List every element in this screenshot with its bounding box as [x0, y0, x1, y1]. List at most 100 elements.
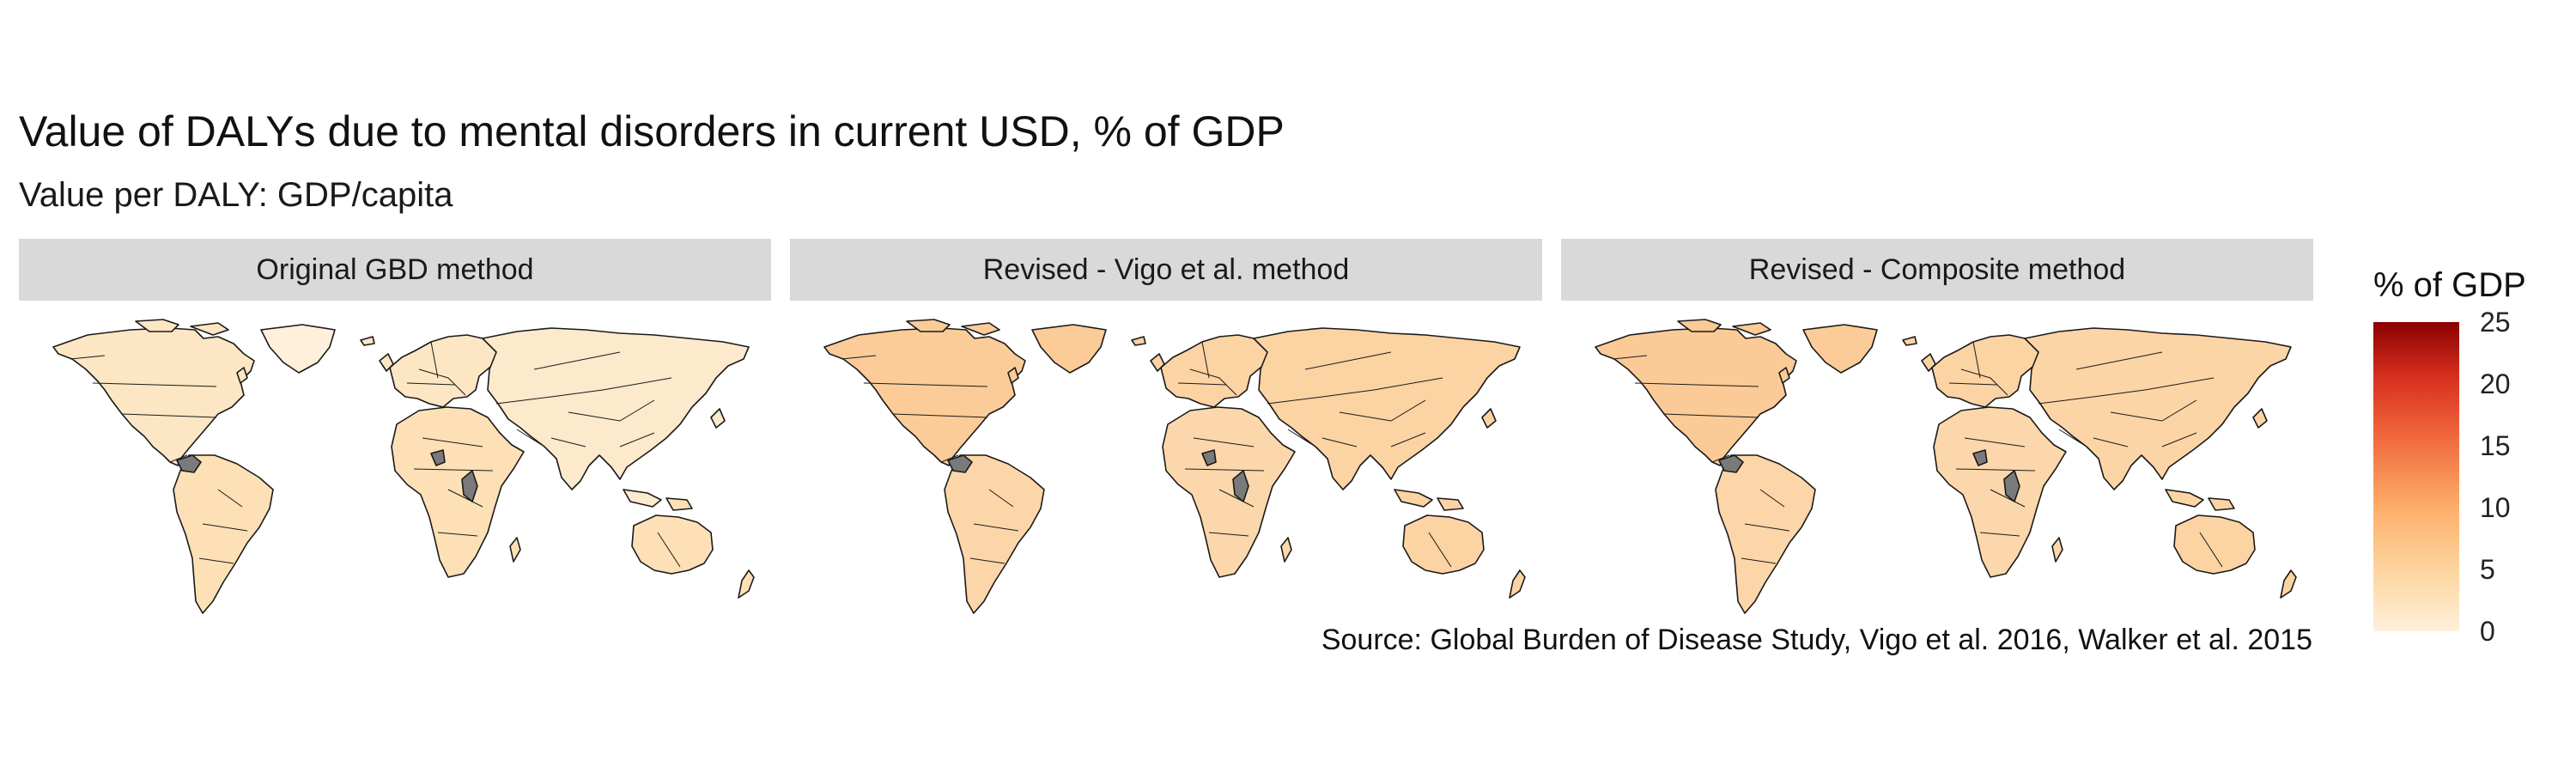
legend-tick-mark [2461, 569, 2473, 570]
country-border [2161, 432, 2197, 447]
country-border [1287, 429, 1316, 447]
country-border [2038, 377, 2215, 405]
country-border [1267, 377, 1443, 405]
region-oceania [1402, 514, 1485, 575]
facet-strip-label: Revised - Composite method [1561, 239, 2313, 301]
region-no-data [1201, 449, 1217, 466]
country-border [892, 413, 988, 418]
country-border [1428, 532, 1452, 568]
region-island [710, 408, 726, 429]
country-border [516, 429, 545, 447]
country-border [568, 399, 655, 422]
region-island [135, 319, 179, 332]
region-island [509, 537, 521, 563]
country-border [1193, 437, 1255, 447]
country-border [169, 454, 188, 463]
region-island [1280, 537, 1292, 563]
country-border [533, 351, 621, 370]
region-island [1131, 336, 1146, 346]
region-island [360, 336, 375, 346]
panel-vigo-method: Revised - Vigo et al. method [790, 239, 1542, 617]
country-border [1184, 468, 1265, 472]
country-border [863, 382, 988, 387]
region-south-america [1715, 454, 1816, 614]
legend-tick-mark [2461, 445, 2473, 447]
country-border [92, 382, 217, 387]
legend-colorbar [2373, 322, 2459, 631]
country-border [973, 523, 1019, 532]
country-border [1304, 351, 1392, 370]
region-island [236, 367, 248, 384]
country-border [619, 432, 655, 447]
region-island [738, 569, 755, 599]
region-no-data [430, 449, 446, 466]
legend-tick-label: 20 [2480, 368, 2511, 399]
country-border [1744, 523, 1790, 532]
region-island [2051, 537, 2063, 563]
country-border [1321, 437, 1358, 447]
country-border [70, 355, 106, 360]
region-europe [1931, 334, 2043, 408]
country-border [1964, 437, 2026, 447]
panel-original-gbd: Original GBD method [19, 239, 771, 617]
region-island [1732, 322, 1771, 336]
region-asia [1253, 327, 1521, 490]
region-island [1677, 319, 1722, 332]
country-border [1208, 532, 1249, 537]
country-border [1218, 489, 1255, 508]
country-border [121, 413, 217, 418]
region-greenland [1031, 324, 1107, 374]
region-island [623, 489, 662, 508]
country-border [1390, 432, 1426, 447]
region-africa [1162, 406, 1296, 578]
region-island [379, 353, 394, 372]
region-north-america [1595, 327, 1797, 466]
region-greenland [1802, 324, 1878, 374]
country-border [198, 557, 234, 564]
region-island [1921, 353, 1936, 372]
source-caption: Source: Global Burden of Disease Study, … [1321, 624, 2312, 656]
region-africa [1933, 406, 2067, 578]
country-border [495, 377, 672, 405]
country-border [2058, 429, 2087, 447]
region-africa [391, 406, 525, 578]
country-border [550, 437, 586, 447]
country-border [418, 368, 466, 396]
country-border [988, 489, 1014, 508]
legend-tick-label: 10 [2480, 492, 2511, 523]
region-europe [389, 334, 501, 408]
country-border [1741, 557, 1777, 564]
country-border [447, 489, 483, 508]
country-border [841, 355, 877, 360]
chart-title: Value of DALYs due to mental disorders i… [19, 107, 1285, 155]
facet-strip-label: Original GBD method [19, 239, 771, 301]
country-border [2093, 437, 2129, 447]
region-island [961, 322, 1000, 336]
region-island [2280, 569, 2297, 599]
region-island [2252, 408, 2268, 429]
region-island [1778, 367, 1790, 384]
legend-tick-label: 0 [2480, 616, 2495, 647]
panel-composite-method: Revised - Composite method [1561, 239, 2313, 617]
region-island [190, 322, 229, 336]
legend-tick-label: 25 [2480, 307, 2511, 338]
country-border [1711, 454, 1730, 463]
legend-title: % of GDP [2373, 266, 2526, 304]
country-border [422, 437, 483, 447]
region-north-america [823, 327, 1026, 466]
country-border [2110, 399, 2197, 422]
region-no-data [1718, 454, 1744, 473]
legend-tick-label: 5 [2480, 554, 2495, 585]
region-island [1150, 353, 1165, 372]
region-oceania [2173, 514, 2256, 575]
legend-tick-label: 15 [2480, 430, 2511, 461]
country-border [1759, 489, 1785, 508]
country-border [406, 382, 456, 386]
country-border [1663, 413, 1759, 418]
country-border [202, 523, 248, 532]
country-border [1979, 532, 2020, 537]
country-border [1990, 489, 2026, 508]
world-map-vigo [823, 319, 1526, 614]
country-border [430, 341, 439, 379]
region-asia [2024, 327, 2292, 490]
